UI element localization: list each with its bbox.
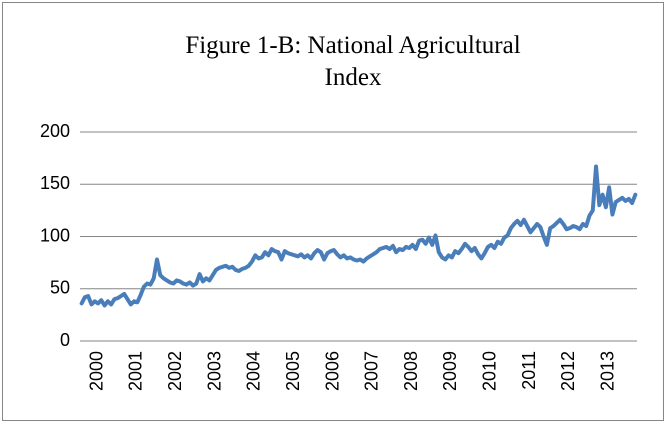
x-tick-label: 2010: [480, 351, 500, 391]
x-tick-label: 2012: [558, 351, 578, 391]
y-tick-label: 0: [60, 330, 70, 350]
x-tick-label: 2002: [165, 351, 185, 391]
x-tick-label: 2004: [244, 351, 264, 391]
x-tick-label: 2008: [401, 351, 421, 391]
x-tick-label: 2006: [322, 351, 342, 391]
x-tick-label: 2011: [519, 351, 539, 390]
x-tick-label: 2001: [126, 351, 146, 391]
x-tick-label: 2003: [204, 351, 224, 391]
data-line: [79, 164, 638, 308]
x-tick-label: 2005: [283, 351, 303, 391]
y-tick-label: 150: [40, 173, 70, 193]
x-tick-label: 2007: [362, 351, 382, 391]
x-tick-label: 2013: [598, 351, 618, 391]
y-tick-label: 100: [40, 225, 70, 245]
x-tick-label: 2000: [86, 351, 106, 391]
chart-border: [2, 2, 664, 421]
y-tick-label: 200: [40, 121, 70, 141]
x-tick-label: 2009: [440, 351, 460, 391]
y-tick-label: 50: [50, 278, 70, 298]
chart-title: Figure 1-B: National Agricultural Index: [185, 32, 521, 91]
